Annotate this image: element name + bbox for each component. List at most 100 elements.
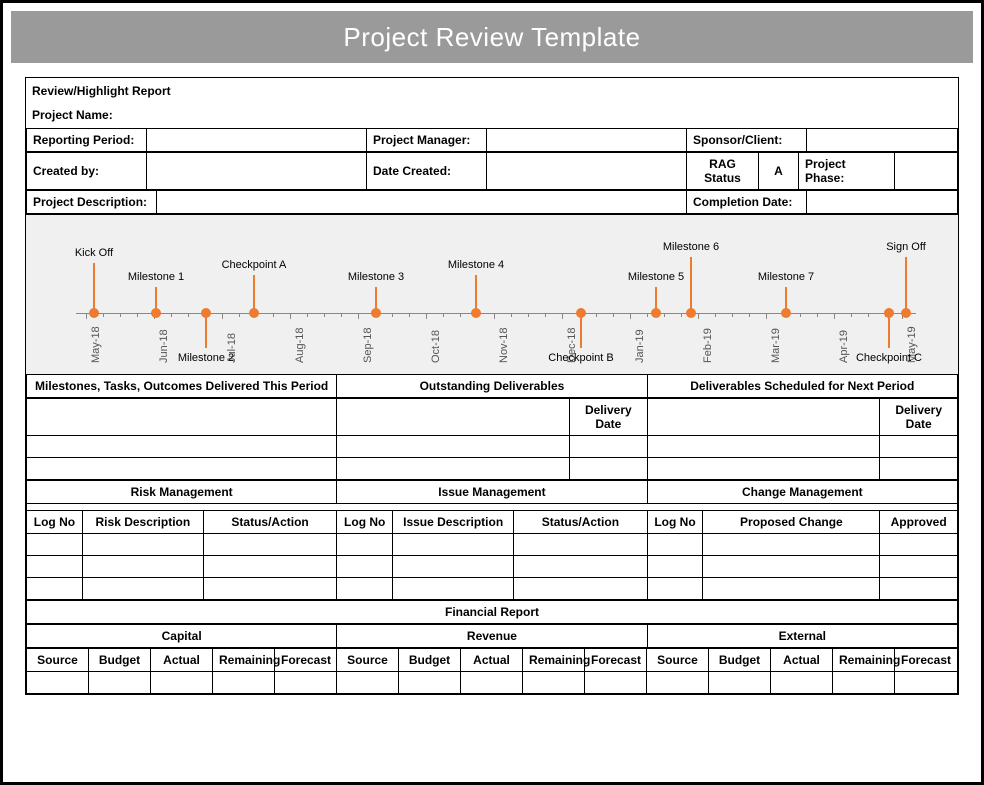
timeline-minor-tick — [188, 313, 189, 317]
financial-title-row: Financial Report — [26, 600, 958, 624]
timeline-minor-tick — [868, 313, 869, 317]
deliv-cell[interactable] — [27, 458, 337, 480]
mgmt-cell[interactable] — [337, 534, 393, 556]
deliv-cell[interactable] — [570, 436, 648, 458]
fin-cell[interactable] — [89, 672, 151, 694]
timeline-minor-tick — [613, 313, 614, 317]
mgmt-cell[interactable] — [880, 556, 958, 578]
timeline-month-label: Oct-18 — [430, 330, 442, 363]
fin-cell[interactable] — [27, 672, 89, 694]
review-heading: Review/Highlight Report — [26, 78, 958, 100]
mgmt-cell[interactable] — [203, 534, 336, 556]
fin-cell[interactable] — [399, 672, 461, 694]
fin-revenue: Revenue — [337, 625, 647, 648]
mgmt-cell[interactable] — [82, 534, 203, 556]
fc-remaining-3: Remaining — [833, 649, 895, 672]
fin-cell[interactable] — [151, 672, 213, 694]
project-description-label: Project Description: — [27, 191, 157, 214]
deliv-cell[interactable] — [647, 399, 880, 436]
sponsor-client-value[interactable] — [807, 129, 958, 152]
risk-mgmt-label: Risk Management — [27, 481, 337, 504]
timeline-tick — [834, 313, 835, 319]
fin-cell[interactable] — [523, 672, 585, 694]
mgmt-cell[interactable] — [82, 556, 203, 578]
deliv-cell[interactable] — [647, 458, 880, 480]
project-description-value[interactable] — [157, 191, 687, 214]
mgmt-cell[interactable] — [337, 578, 393, 600]
timeline-minor-tick — [324, 313, 325, 317]
fin-cell[interactable] — [275, 672, 337, 694]
deliv-cell[interactable] — [27, 436, 337, 458]
milestone-stem — [580, 313, 582, 348]
timeline-minor-tick — [817, 313, 818, 317]
mgmt-cell[interactable] — [393, 578, 514, 600]
deliv-cell[interactable] — [337, 436, 570, 458]
mgmt-cell[interactable] — [393, 534, 514, 556]
deliv-cell[interactable] — [647, 436, 880, 458]
fin-cell[interactable] — [833, 672, 895, 694]
milestone-dot — [249, 308, 259, 318]
deliv-cell[interactable] — [27, 399, 337, 436]
mgmt-cell[interactable] — [703, 556, 880, 578]
log-no-3: Log No — [647, 511, 703, 534]
fin-cell[interactable] — [461, 672, 523, 694]
milestone-dot — [901, 308, 911, 318]
milestone-label: Checkpoint A — [209, 259, 299, 271]
mgmt-cell[interactable] — [27, 534, 83, 556]
header-bar: Project Review Template — [11, 11, 973, 63]
mgmt-cell[interactable] — [82, 578, 203, 600]
milestone-dot — [89, 308, 99, 318]
mgmt-cell[interactable] — [880, 578, 958, 600]
deliv-cell[interactable] — [880, 436, 958, 458]
mgmt-cell[interactable] — [647, 534, 703, 556]
log-no-1: Log No — [27, 511, 83, 534]
milestone-label: Sign Off — [861, 241, 951, 253]
mgmt-cell[interactable] — [203, 556, 336, 578]
date-created-value[interactable] — [487, 153, 687, 190]
mgmt-cell[interactable] — [337, 556, 393, 578]
mgmt-cell[interactable] — [514, 578, 647, 600]
timeline-tick — [358, 313, 359, 319]
deliv-col2: Outstanding Deliverables — [337, 375, 647, 398]
milestone-dot — [686, 308, 696, 318]
page-frame: Project Review Template Review/Highlight… — [0, 0, 984, 785]
fin-cell[interactable] — [647, 672, 709, 694]
deliv-cell[interactable] — [570, 458, 648, 480]
timeline-minor-tick — [800, 313, 801, 317]
mgmt-cell[interactable] — [880, 534, 958, 556]
completion-date-value[interactable] — [807, 191, 958, 214]
deliv-cell[interactable] — [337, 399, 570, 436]
timeline-minor-tick — [137, 313, 138, 317]
fin-cell[interactable] — [213, 672, 275, 694]
fin-cell[interactable] — [895, 672, 958, 694]
fin-cell[interactable] — [337, 672, 399, 694]
deliv-cell[interactable] — [337, 458, 570, 480]
milestone-label: Milestone 2 — [161, 352, 251, 364]
mgmt-cell[interactable] — [514, 556, 647, 578]
fin-cell[interactable] — [709, 672, 771, 694]
project-manager-value[interactable] — [487, 129, 687, 152]
mgmt-cell[interactable] — [27, 556, 83, 578]
fin-cell[interactable] — [585, 672, 647, 694]
mgmt-cell[interactable] — [647, 578, 703, 600]
timeline-minor-tick — [528, 313, 529, 317]
timeline-minor-tick — [851, 313, 852, 317]
mgmt-cell[interactable] — [393, 556, 514, 578]
milestone-dot — [651, 308, 661, 318]
created-by-value[interactable] — [147, 153, 367, 190]
mgmt-cell[interactable] — [703, 578, 880, 600]
reporting-period-value[interactable] — [147, 129, 367, 152]
fin-cell[interactable] — [771, 672, 833, 694]
status-action-2: Status/Action — [514, 511, 647, 534]
mgmt-cell[interactable] — [203, 578, 336, 600]
mgmt-cell[interactable] — [703, 534, 880, 556]
milestone-dot — [471, 308, 481, 318]
project-phase-value[interactable] — [895, 153, 958, 190]
milestone-label: Kick Off — [49, 247, 139, 259]
mgmt-cell[interactable] — [27, 578, 83, 600]
deliv-cell[interactable] — [880, 458, 958, 480]
project-manager-label: Project Manager: — [367, 129, 487, 152]
mgmt-cell[interactable] — [647, 556, 703, 578]
mgmt-cell[interactable] — [514, 534, 647, 556]
change-mgmt-label: Change Management — [647, 481, 957, 504]
